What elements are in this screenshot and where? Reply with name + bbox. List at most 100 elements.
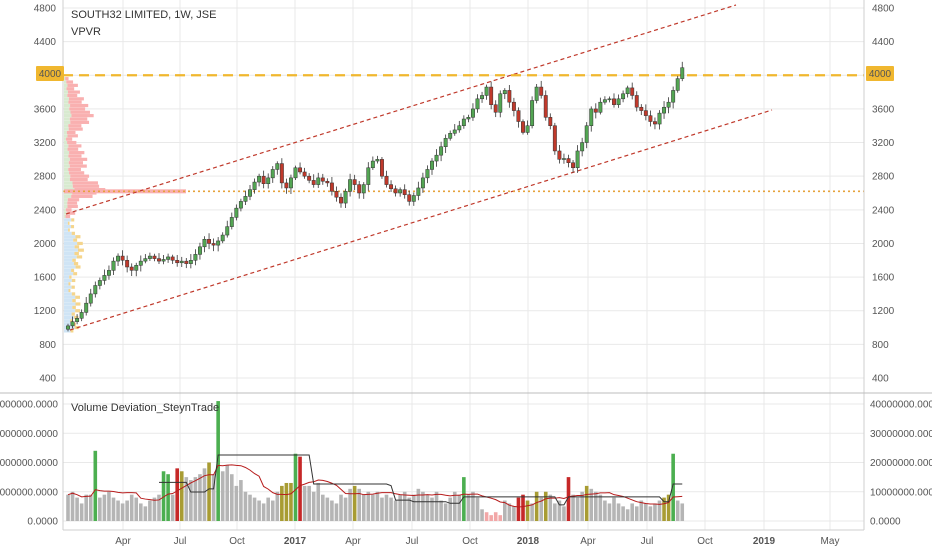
candle-body bbox=[380, 159, 384, 177]
candle-body bbox=[220, 234, 225, 242]
vpvr-down-bar bbox=[69, 177, 88, 182]
vpvr-up-bar bbox=[64, 278, 72, 283]
vpvr-down-bar bbox=[68, 127, 83, 131]
volume-bar bbox=[261, 503, 266, 521]
volume-bar bbox=[452, 491, 457, 521]
volume-bar bbox=[384, 494, 389, 521]
volume-label-left: 20000000.0000 bbox=[0, 458, 58, 469]
volume-deviation-lines bbox=[67, 454, 683, 508]
vpvr-down-bar bbox=[66, 137, 73, 141]
time-label: Apr bbox=[115, 536, 131, 547]
volume-bar bbox=[343, 497, 348, 521]
volume-bar bbox=[348, 488, 352, 521]
vpvr-down-bar bbox=[74, 251, 79, 256]
candle-body bbox=[448, 133, 453, 139]
candle-body bbox=[147, 255, 152, 259]
volume-bar bbox=[230, 474, 234, 521]
volume-bar bbox=[543, 491, 548, 521]
volume-bar bbox=[507, 503, 512, 521]
volume-bar bbox=[407, 497, 412, 521]
volume-bar bbox=[375, 491, 380, 521]
volume-label-right: 40000000.0000 bbox=[870, 400, 932, 411]
candle-body bbox=[571, 162, 575, 169]
volume-bar bbox=[311, 491, 316, 521]
vpvr-up-bar bbox=[64, 177, 70, 182]
volume-bar bbox=[202, 468, 207, 521]
price-label-right: 3200 bbox=[872, 138, 895, 149]
volume-bar bbox=[88, 494, 93, 521]
volume-bar bbox=[125, 500, 129, 521]
candle-body bbox=[430, 160, 434, 170]
candle-body bbox=[307, 175, 312, 181]
candle-body bbox=[334, 191, 339, 198]
vpvr-up-bar bbox=[64, 204, 68, 209]
vpvr-up-bar bbox=[64, 235, 76, 239]
candle-body bbox=[211, 243, 216, 246]
candle-body bbox=[539, 86, 544, 96]
volume-label-left: 30000000.0000 bbox=[0, 429, 58, 440]
price-badge-left-bg bbox=[36, 66, 64, 81]
volume-bar bbox=[198, 474, 202, 521]
price-label-right: 400 bbox=[872, 374, 889, 385]
vpvr-up-bar bbox=[64, 157, 70, 161]
vpvr-up-bar bbox=[64, 181, 73, 185]
vpvr-down-bar bbox=[74, 315, 79, 320]
vpvr-up-bar bbox=[64, 93, 68, 98]
candle-body bbox=[420, 177, 425, 189]
vpvr-up-bar bbox=[64, 107, 70, 111]
volume-bar bbox=[448, 497, 452, 521]
volume-bar bbox=[616, 503, 621, 521]
candle-body bbox=[457, 125, 462, 131]
volume-bar bbox=[302, 485, 307, 521]
candle-body bbox=[498, 93, 503, 113]
vpvr-down-bar bbox=[68, 228, 70, 232]
candle-body bbox=[511, 101, 516, 111]
volume-bar bbox=[361, 494, 366, 521]
candle-body bbox=[516, 110, 521, 122]
candle-body bbox=[598, 101, 603, 113]
vpvr-up-bar bbox=[64, 245, 75, 249]
vpvr-up-bar bbox=[64, 100, 69, 104]
vpvr-down-bar bbox=[73, 272, 78, 276]
volume-bar bbox=[489, 515, 493, 521]
vpvr-down-bar bbox=[72, 299, 76, 303]
vpvr-down-bar bbox=[75, 295, 80, 299]
vpvr-up-bar bbox=[64, 329, 71, 333]
candle-body bbox=[202, 239, 207, 248]
volume-bar bbox=[412, 494, 416, 521]
volume-bar bbox=[530, 503, 534, 521]
vpvr-down-bar bbox=[76, 255, 83, 259]
volume-bar bbox=[307, 485, 311, 521]
candle-body bbox=[102, 275, 107, 281]
volume-bar bbox=[161, 471, 166, 521]
volume-bar bbox=[357, 488, 361, 521]
volume-bar bbox=[252, 497, 257, 521]
vpvr-down-bar bbox=[71, 114, 94, 118]
vpvr-up-bar bbox=[64, 87, 67, 91]
volume-bar bbox=[675, 500, 680, 521]
candle-body bbox=[238, 201, 243, 209]
volume-panel-title: Volume Deviation_SteynTrade bbox=[71, 402, 219, 414]
volume-bar bbox=[139, 503, 143, 521]
vpvr-up-bar bbox=[64, 194, 72, 198]
volume-bar bbox=[189, 480, 193, 521]
vpvr-down-bar bbox=[75, 309, 81, 313]
volume-bar bbox=[539, 497, 543, 521]
candle-body bbox=[152, 255, 157, 259]
vpvr-up-bar bbox=[64, 127, 69, 131]
candle-body bbox=[343, 191, 348, 204]
vpvr-down-bar bbox=[75, 302, 81, 306]
candle-body bbox=[443, 138, 448, 148]
candle-body bbox=[125, 260, 130, 268]
volume-bar bbox=[553, 503, 557, 521]
volume-bar bbox=[653, 503, 657, 521]
candle-body bbox=[639, 106, 644, 111]
volume-bar bbox=[129, 494, 134, 521]
vpvr-up-bar bbox=[64, 130, 67, 135]
candle-body bbox=[229, 217, 234, 227]
candle-body bbox=[138, 260, 143, 266]
chart-title: SOUTH32 LIMITED, 1W, JSE bbox=[71, 9, 216, 21]
vpvr-up-bar bbox=[64, 258, 73, 262]
volume-bar bbox=[398, 494, 402, 521]
vpvr-down-bar bbox=[69, 157, 88, 161]
